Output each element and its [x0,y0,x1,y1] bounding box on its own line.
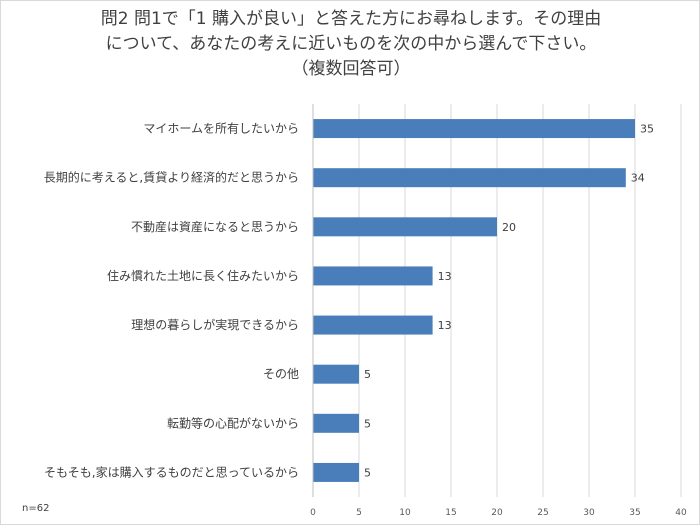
bar [313,364,359,384]
chart-title-line-1: 問2 問1で「1 購入が良い」と答えた方にお尋ねします。その理由 [100,9,602,29]
category-label: その他 [263,367,299,381]
data-label: 20 [502,221,516,234]
category-label: 理想の暮らしが実現できるから [131,317,299,332]
x-tick-label: 25 [537,508,548,518]
bar [313,413,359,433]
bar [313,168,626,188]
x-tick-label: 20 [491,508,503,518]
chart-title-line-2: について、あなたの考えに近いものを次の中から選んで下さい。 [105,34,597,54]
data-label: 35 [640,123,654,136]
x-tick-label: 0 [310,508,316,518]
x-tick-label: 10 [399,508,411,518]
data-label: 5 [364,466,371,479]
category-label: 不動産は資産になると思うから [131,219,299,234]
category-label: 長期的に考えると,賃貸より経済的だと思うから [44,170,299,185]
bar [313,119,635,139]
chart-title-line-3: （複数回答可） [291,59,411,79]
x-tick-label: 40 [675,508,687,518]
x-tick-label: 30 [583,508,595,518]
data-label: 13 [438,319,452,332]
bar [313,462,359,482]
data-label: 13 [438,270,452,283]
category-label: 住み慣れた土地に長く住みたいから [107,268,299,283]
bar [313,217,497,237]
x-tick-label: 5 [356,508,362,518]
bar [313,315,433,335]
data-label: 5 [364,368,371,381]
bar [313,266,433,286]
x-tick-label: 35 [629,508,640,518]
chart-title: 問2 問1で「1 購入が良い」と答えた方にお尋ねします。その理由 について、あな… [1,7,700,82]
data-label: 5 [364,417,371,430]
x-tick-label: 15 [445,508,456,518]
category-label: マイホームを所有したいから [143,122,299,136]
category-label: そもそも,家は購入するものだと思っているから [44,464,299,479]
category-label: 転勤等の心配がないから [167,415,299,430]
data-label: 34 [631,172,645,185]
sample-size-note: n=62 [22,503,49,514]
